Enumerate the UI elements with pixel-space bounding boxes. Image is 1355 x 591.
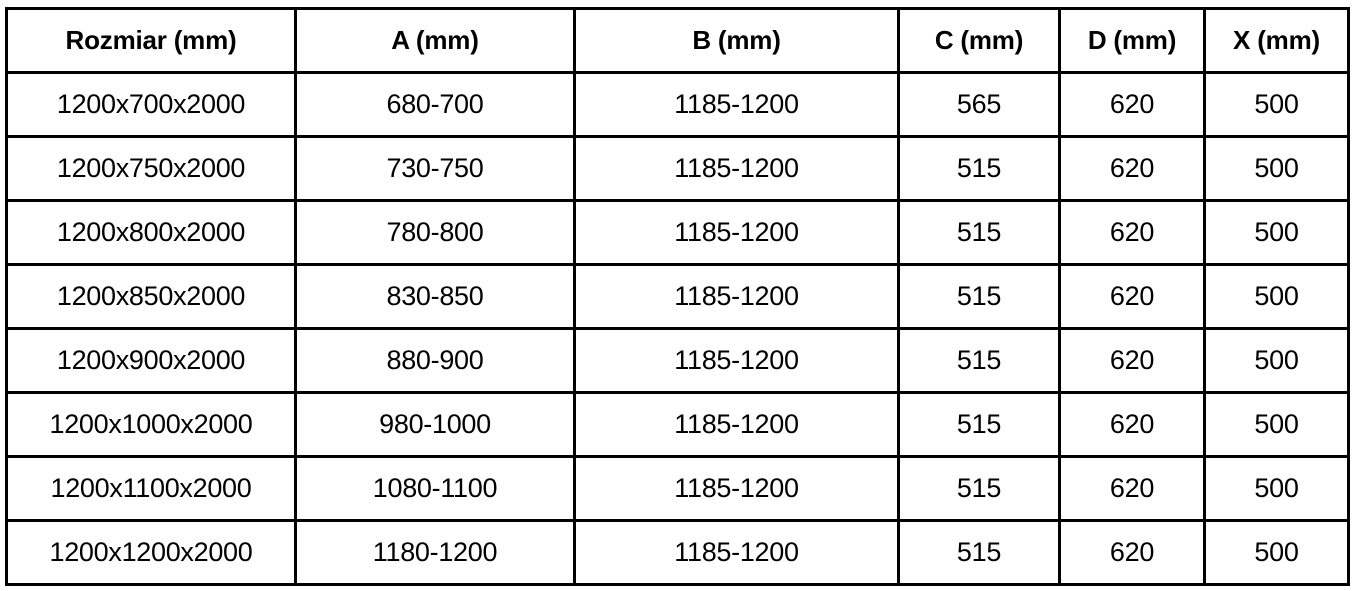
column-header-d: D (mm) — [1058, 7, 1206, 74]
cell-b: 1185-1200 — [573, 263, 900, 330]
cell-x: 500 — [1203, 71, 1350, 138]
cell-size: 1200x1000x2000 — [5, 391, 297, 458]
table-row: 1200x800x2000 780-800 1185-1200 515 620 … — [5, 199, 1350, 266]
dimensions-table: Rozmiar (mm) A (mm) B (mm) C (mm) D (mm)… — [5, 7, 1350, 586]
cell-b: 1185-1200 — [573, 71, 900, 138]
cell-size: 1200x850x2000 — [5, 263, 297, 330]
cell-a: 880-900 — [294, 327, 576, 394]
cell-b: 1185-1200 — [573, 455, 900, 522]
cell-c: 515 — [897, 199, 1061, 266]
cell-b: 1185-1200 — [573, 519, 900, 586]
column-header-size: Rozmiar (mm) — [5, 7, 297, 74]
cell-b: 1185-1200 — [573, 391, 900, 458]
cell-c: 515 — [897, 455, 1061, 522]
table-row: 1200x900x2000 880-900 1185-1200 515 620 … — [5, 327, 1350, 394]
cell-a: 1080-1100 — [294, 455, 576, 522]
column-header-b: B (mm) — [573, 7, 900, 74]
cell-c: 515 — [897, 263, 1061, 330]
column-header-x: X (mm) — [1203, 7, 1350, 74]
cell-d: 620 — [1058, 391, 1206, 458]
table-row: 1200x1000x2000 980-1000 1185-1200 515 62… — [5, 391, 1350, 458]
cell-a: 830-850 — [294, 263, 576, 330]
cell-a: 730-750 — [294, 135, 576, 202]
cell-size: 1200x700x2000 — [5, 71, 297, 138]
cell-c: 515 — [897, 327, 1061, 394]
cell-a: 680-700 — [294, 71, 576, 138]
cell-size: 1200x1200x2000 — [5, 519, 297, 586]
cell-size: 1200x900x2000 — [5, 327, 297, 394]
table-row: 1200x750x2000 730-750 1185-1200 515 620 … — [5, 135, 1350, 202]
table-row: 1200x700x2000 680-700 1185-1200 565 620 … — [5, 71, 1350, 138]
spec-table-container: Rozmiar (mm) A (mm) B (mm) C (mm) D (mm)… — [5, 7, 1350, 586]
cell-d: 620 — [1058, 455, 1206, 522]
cell-x: 500 — [1203, 391, 1350, 458]
cell-d: 620 — [1058, 135, 1206, 202]
cell-d: 620 — [1058, 199, 1206, 266]
cell-d: 620 — [1058, 71, 1206, 138]
cell-size: 1200x800x2000 — [5, 199, 297, 266]
column-header-c: C (mm) — [897, 7, 1061, 74]
table-row: 1200x850x2000 830-850 1185-1200 515 620 … — [5, 263, 1350, 330]
cell-x: 500 — [1203, 135, 1350, 202]
table-header-row: Rozmiar (mm) A (mm) B (mm) C (mm) D (mm)… — [5, 7, 1350, 74]
cell-size: 1200x1100x2000 — [5, 455, 297, 522]
cell-d: 620 — [1058, 263, 1206, 330]
column-header-a: A (mm) — [294, 7, 576, 74]
cell-c: 515 — [897, 519, 1061, 586]
cell-b: 1185-1200 — [573, 199, 900, 266]
cell-x: 500 — [1203, 199, 1350, 266]
cell-c: 515 — [897, 391, 1061, 458]
cell-a: 1180-1200 — [294, 519, 576, 586]
table-row: 1200x1200x2000 1180-1200 1185-1200 515 6… — [5, 519, 1350, 586]
cell-size: 1200x750x2000 — [5, 135, 297, 202]
cell-c: 565 — [897, 71, 1061, 138]
cell-d: 620 — [1058, 327, 1206, 394]
cell-x: 500 — [1203, 519, 1350, 586]
cell-x: 500 — [1203, 455, 1350, 522]
table-row: 1200x1100x2000 1080-1100 1185-1200 515 6… — [5, 455, 1350, 522]
cell-b: 1185-1200 — [573, 327, 900, 394]
cell-x: 500 — [1203, 263, 1350, 330]
cell-c: 515 — [897, 135, 1061, 202]
table-body: 1200x700x2000 680-700 1185-1200 565 620 … — [5, 71, 1350, 586]
cell-d: 620 — [1058, 519, 1206, 586]
cell-a: 780-800 — [294, 199, 576, 266]
cell-x: 500 — [1203, 327, 1350, 394]
cell-a: 980-1000 — [294, 391, 576, 458]
table-header: Rozmiar (mm) A (mm) B (mm) C (mm) D (mm)… — [5, 7, 1350, 74]
cell-b: 1185-1200 — [573, 135, 900, 202]
